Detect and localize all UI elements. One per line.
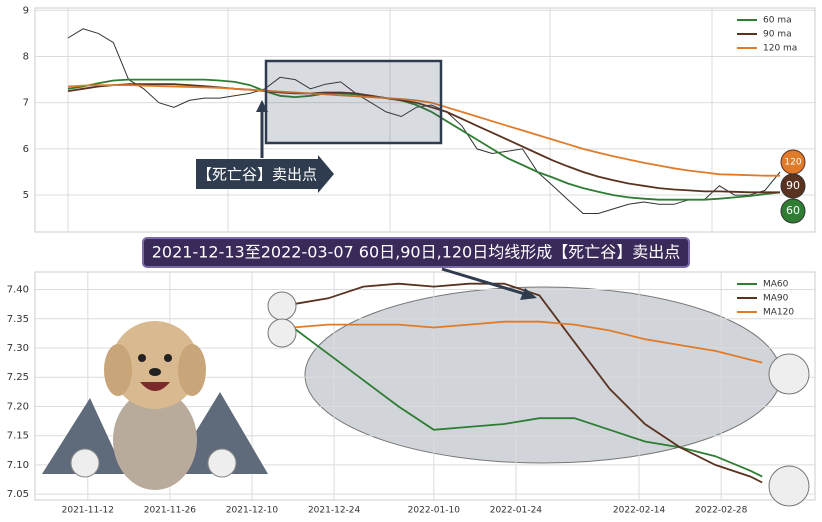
- badge: [780, 198, 806, 224]
- ma-line: [67, 78, 781, 201]
- ma-line: [292, 282, 763, 484]
- legend-label: MA120: [763, 308, 794, 318]
- annotation: 【死亡谷】卖出点: [197, 166, 317, 184]
- skulls: [267, 291, 810, 507]
- price-line: [67, 28, 781, 214]
- y-tick-label: 7.20: [7, 401, 29, 412]
- annotation-arrow: [196, 155, 334, 193]
- y-tick-label: 6: [23, 144, 29, 155]
- ma-line: [292, 320, 763, 364]
- legend-label: MA90: [763, 294, 789, 304]
- y-tick-label: 7.35: [7, 314, 29, 325]
- ma-line: [67, 84, 780, 177]
- ma-line: [67, 83, 780, 194]
- y-tick-label: 7.10: [7, 460, 29, 471]
- y-tick-label: 7.15: [7, 431, 29, 442]
- badge-label: 60: [786, 204, 800, 217]
- x-tick-label: 2021-12-10: [226, 506, 279, 516]
- legend-label: 60 ma: [763, 16, 792, 26]
- arrow-head: [520, 288, 537, 300]
- highlight-ellipse: [304, 286, 782, 464]
- y-tick-label: 7: [23, 98, 29, 109]
- dog-illustration: [42, 321, 268, 490]
- legend-label: 120 ma: [763, 44, 797, 54]
- badge-label: 90: [786, 179, 800, 192]
- y-tick-label: 9: [23, 5, 29, 16]
- x-tick-label: 2022-02-14: [613, 506, 666, 516]
- highlight-box: [264, 59, 443, 145]
- x-tick-label: 2022-02-28: [695, 506, 748, 516]
- y-tick-label: 5: [23, 190, 29, 201]
- x-tick-label: 2021-11-26: [144, 506, 197, 516]
- ma-line: [292, 326, 763, 478]
- x-tick-label: 2022-01-10: [408, 506, 461, 516]
- badge-label: 120: [784, 158, 801, 168]
- y-tick-label: 7.05: [7, 489, 29, 500]
- y-tick-label: 7.25: [7, 372, 29, 383]
- legend-label: 90 ma: [763, 30, 792, 40]
- y-tick-label: 7.30: [7, 343, 29, 354]
- badge: [780, 173, 806, 199]
- y-tick-label: 8: [23, 51, 29, 62]
- banner-text: 2021-12-13至2022-03-07 60日,90日,120日均线形成【死…: [152, 243, 681, 262]
- arrow-head: [256, 100, 268, 112]
- x-tick-label: 2021-12-24: [308, 506, 361, 516]
- x-tick-label: 2022-01-24: [490, 506, 543, 516]
- x-tick-label: 2021-11-12: [62, 506, 114, 516]
- arrow: [441, 267, 526, 296]
- y-tick-label: 7.40: [7, 285, 29, 296]
- legend-label: MA60: [763, 280, 789, 290]
- banner: [142, 237, 690, 268]
